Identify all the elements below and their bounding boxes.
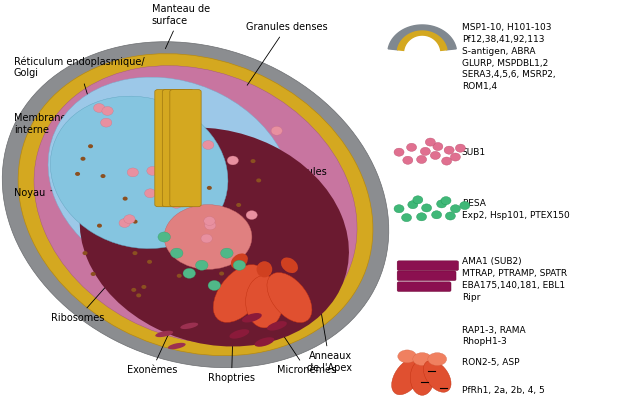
Ellipse shape [416,155,426,164]
Ellipse shape [91,272,96,276]
Ellipse shape [230,329,249,339]
Ellipse shape [171,200,182,208]
Ellipse shape [255,337,274,347]
Ellipse shape [408,201,418,209]
Ellipse shape [155,331,173,337]
Text: Manteau de
surface: Manteau de surface [152,4,210,49]
Ellipse shape [219,272,224,275]
Ellipse shape [231,253,248,269]
Ellipse shape [203,233,208,237]
Ellipse shape [133,251,138,255]
Ellipse shape [160,106,171,115]
Ellipse shape [403,156,413,164]
Ellipse shape [18,54,373,356]
FancyBboxPatch shape [397,261,459,271]
Ellipse shape [181,323,198,329]
Ellipse shape [183,268,196,278]
Ellipse shape [416,213,426,221]
Ellipse shape [147,166,158,175]
Ellipse shape [450,205,460,213]
Ellipse shape [94,104,105,113]
Ellipse shape [271,126,282,135]
Polygon shape [398,31,447,51]
Text: AMA1 (SUB2)
MTRAP, PTRAMP, SPATR
EBA175,140,181, EBL1
Ripr: AMA1 (SUB2) MTRAP, PTRAMP, SPATR EBA175,… [462,257,567,302]
Ellipse shape [455,144,465,152]
Ellipse shape [242,313,262,322]
Ellipse shape [82,251,87,255]
Ellipse shape [127,168,138,177]
Ellipse shape [227,156,238,165]
Ellipse shape [133,220,138,224]
Ellipse shape [437,200,447,208]
Ellipse shape [136,293,141,297]
Ellipse shape [442,157,452,165]
Ellipse shape [142,285,147,289]
Ellipse shape [203,140,214,149]
Ellipse shape [219,292,224,296]
Ellipse shape [413,353,431,366]
FancyBboxPatch shape [397,282,451,291]
Ellipse shape [131,288,136,292]
Ellipse shape [145,189,156,198]
Ellipse shape [420,147,430,155]
Ellipse shape [256,178,261,182]
Ellipse shape [245,275,283,328]
Ellipse shape [101,118,112,127]
Text: Noyau: Noyau [14,188,74,197]
Ellipse shape [410,360,434,395]
Ellipse shape [213,265,265,322]
Ellipse shape [233,260,245,271]
Ellipse shape [81,157,86,161]
Text: RESA
Exp2, Hsp101, PTEX150: RESA Exp2, Hsp101, PTEX150 [462,199,569,220]
Text: Rhoptries: Rhoptries [208,328,255,384]
Ellipse shape [208,280,221,290]
Ellipse shape [394,205,404,213]
Ellipse shape [267,321,287,330]
Ellipse shape [168,343,186,349]
Ellipse shape [406,143,416,151]
Ellipse shape [97,224,102,228]
Ellipse shape [441,197,451,205]
Ellipse shape [431,211,442,219]
Ellipse shape [257,261,272,277]
Ellipse shape [3,42,389,368]
Ellipse shape [34,66,357,344]
Ellipse shape [433,142,443,151]
Ellipse shape [413,196,423,204]
Text: Micronèmes: Micronèmes [277,328,336,375]
Text: Exonèmes: Exonèmes [126,333,177,375]
Text: Microtubules: Microtubules [264,167,327,191]
Text: PfRh1, 2a, 2b, 4, 5: PfRh1, 2a, 2b, 4, 5 [462,386,545,395]
Ellipse shape [398,350,416,363]
Ellipse shape [80,127,349,346]
Ellipse shape [450,153,460,161]
Ellipse shape [204,221,216,230]
Ellipse shape [123,197,128,201]
Ellipse shape [246,211,257,220]
Ellipse shape [119,219,130,228]
Ellipse shape [230,246,235,250]
FancyBboxPatch shape [162,90,194,207]
Ellipse shape [75,172,80,176]
Ellipse shape [281,257,298,273]
Ellipse shape [170,248,183,258]
Ellipse shape [204,217,215,225]
Ellipse shape [207,186,212,190]
FancyBboxPatch shape [170,90,201,207]
Text: MSP1-10, H101-103
Pf12,38,41,92,113
S-antigen, ABRA
GLURP, MSPDBL1,2
SERA3,4,5,6: MSP1-10, H101-103 Pf12,38,41,92,113 S-an… [462,23,555,91]
Ellipse shape [250,159,255,163]
Ellipse shape [88,144,93,148]
Ellipse shape [164,205,252,269]
Ellipse shape [201,234,212,243]
Text: RAP1-3, RAMA
RhopH1-3: RAP1-3, RAMA RhopH1-3 [462,326,525,346]
Ellipse shape [186,155,191,159]
Ellipse shape [423,360,451,392]
Ellipse shape [158,232,170,242]
Ellipse shape [196,260,208,271]
Ellipse shape [425,138,435,146]
Text: Ribosomes: Ribosomes [52,279,112,323]
FancyBboxPatch shape [397,271,456,281]
Ellipse shape [392,358,423,395]
Ellipse shape [48,77,293,284]
Text: SUB1: SUB1 [462,148,486,157]
